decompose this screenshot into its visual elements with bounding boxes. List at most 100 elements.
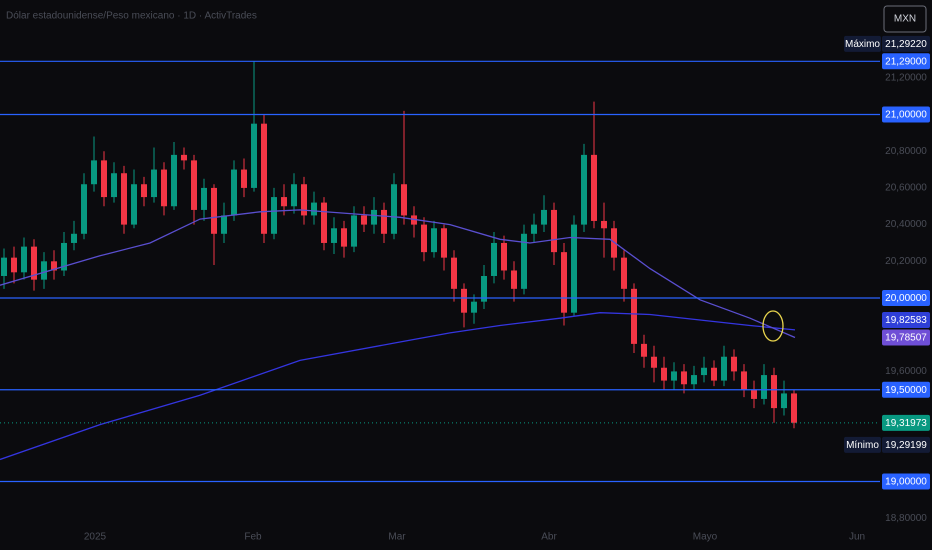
candle-body xyxy=(51,261,57,271)
ma-label-box xyxy=(882,311,930,328)
level-label-box xyxy=(882,473,930,490)
candle-body xyxy=(621,257,627,289)
candle-body xyxy=(481,275,487,302)
candle-body xyxy=(371,209,377,225)
level-label-text: 19,50000 xyxy=(885,385,927,396)
candle-body xyxy=(791,393,797,423)
last-price-label-box xyxy=(882,414,930,431)
candle-body xyxy=(641,343,647,357)
candle-body xyxy=(191,160,197,210)
level-label-text: 21,29000 xyxy=(885,56,927,67)
candle-body xyxy=(521,233,527,289)
candle-body xyxy=(121,173,127,225)
currency-button[interactable] xyxy=(883,5,927,33)
candle-body xyxy=(141,184,147,198)
candle-body xyxy=(251,123,257,188)
extreme-tag-box xyxy=(844,35,881,52)
chart-title: Dólar estadounidense/Peso mexicano · 1D … xyxy=(6,11,257,22)
candle-body xyxy=(111,173,117,198)
candle-body xyxy=(571,224,577,313)
ma-label-text: 19,78507 xyxy=(885,333,927,344)
x-tick-label: Feb xyxy=(244,532,262,543)
candle-body xyxy=(301,184,307,216)
candle-body xyxy=(471,301,477,313)
y-tick-label: 21,20000 xyxy=(885,72,927,83)
x-tick-label: Abr xyxy=(541,532,557,543)
extreme-tag: Máximo xyxy=(845,39,880,50)
highlight-circle xyxy=(762,310,784,342)
candle-body xyxy=(781,393,787,409)
level-label-box xyxy=(882,381,930,398)
candle-body xyxy=(441,228,447,258)
extreme-value-box xyxy=(882,35,930,52)
extreme-tag-box xyxy=(844,436,881,453)
x-tick-label: Mar xyxy=(388,532,406,543)
candle-body xyxy=(271,197,277,234)
candle-body xyxy=(751,389,757,399)
candle-body xyxy=(601,220,607,229)
x-tick-label: Jun xyxy=(849,532,865,543)
candle-body xyxy=(541,209,547,225)
candle-body xyxy=(671,371,677,381)
candle-body xyxy=(741,371,747,390)
candle-body xyxy=(461,288,467,313)
candle-body xyxy=(701,367,707,376)
ma-label-box xyxy=(882,329,930,346)
candle-body xyxy=(201,187,207,210)
candle-body xyxy=(221,215,227,234)
x-tick-label: 2025 xyxy=(84,532,107,543)
candle-body xyxy=(291,184,297,207)
extreme-value-box xyxy=(882,436,930,453)
candle-body xyxy=(731,356,737,372)
candle-body xyxy=(171,154,177,207)
level-label-box xyxy=(882,106,930,123)
currency-label[interactable]: MXN xyxy=(894,14,916,25)
candle-body xyxy=(771,375,777,409)
candle-body xyxy=(71,233,77,243)
level-label-box xyxy=(882,290,930,307)
candle-body xyxy=(721,356,727,381)
candle-body xyxy=(41,261,47,280)
candle-body xyxy=(321,202,327,243)
candle-body xyxy=(631,288,637,344)
y-tick-label: 20,80000 xyxy=(885,146,927,157)
candle-body xyxy=(101,160,107,198)
candle-body xyxy=(261,123,267,234)
candle-body xyxy=(391,184,397,234)
candle-body xyxy=(21,246,27,273)
extreme-tag: Mínimo xyxy=(846,440,879,451)
level-label-text: 19,00000 xyxy=(885,477,927,488)
x-tick-label: Mayo xyxy=(693,532,718,543)
candle-body xyxy=(241,169,247,188)
candle-body xyxy=(351,215,357,247)
candle-body xyxy=(411,215,417,225)
candle-body xyxy=(61,242,67,271)
candle-body xyxy=(151,169,157,198)
ma-label-text: 19,82583 xyxy=(885,315,927,326)
candle-body xyxy=(591,154,597,221)
candle-body xyxy=(651,356,657,368)
extreme-value-text: 21,29220 xyxy=(885,39,927,50)
candle-body xyxy=(361,215,367,225)
candle-body xyxy=(691,375,697,385)
y-tick-label: 20,20000 xyxy=(885,256,927,267)
last-price-label-text: 19,31973 xyxy=(885,418,927,429)
candle-body xyxy=(491,242,497,276)
candle-body xyxy=(581,154,587,225)
candle-body xyxy=(661,367,667,381)
candle-body xyxy=(711,367,717,381)
candle-body xyxy=(331,228,337,243)
candle-body xyxy=(531,224,537,234)
candle-body xyxy=(91,160,97,185)
candle-body xyxy=(181,154,187,161)
candle-body xyxy=(341,228,347,247)
candle-body xyxy=(451,257,457,289)
candle-body xyxy=(1,257,7,276)
candle-body xyxy=(401,184,407,216)
candle-body xyxy=(31,246,37,280)
level-label-box xyxy=(882,53,930,70)
candle-body xyxy=(551,209,557,253)
candle-body xyxy=(211,187,217,234)
